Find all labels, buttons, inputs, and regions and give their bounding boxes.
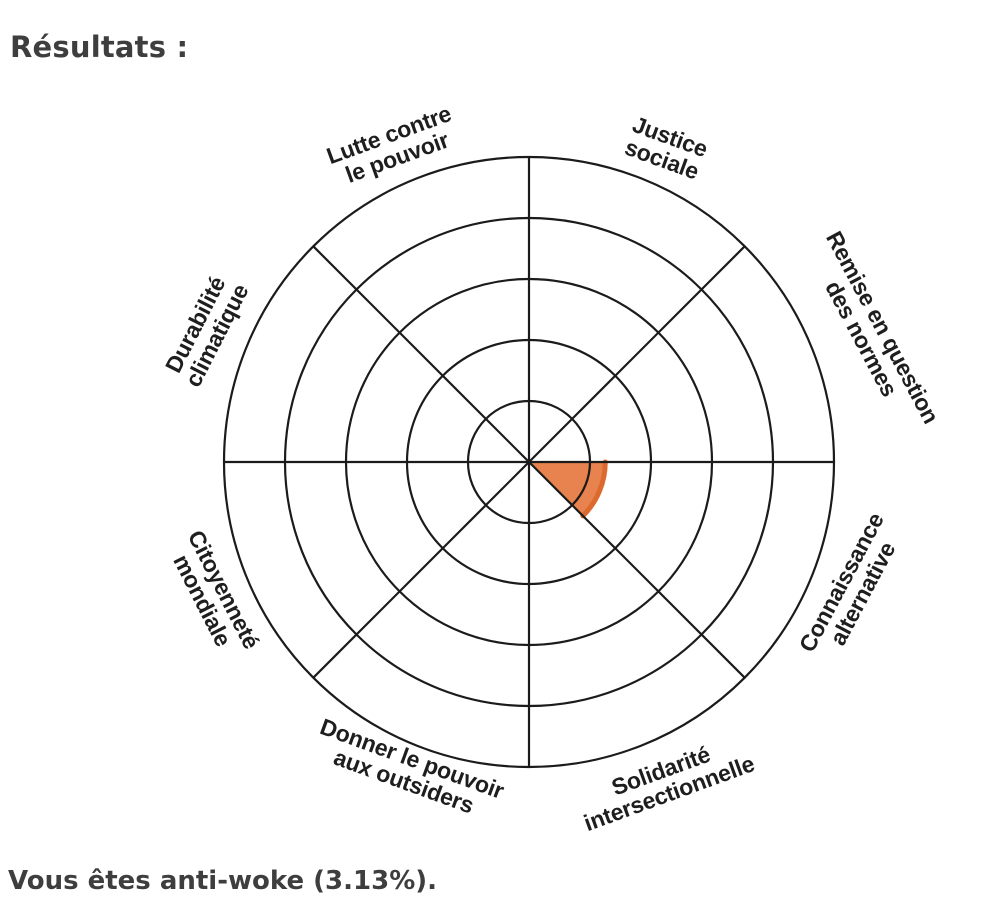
result-text: Vous êtes anti-woke (3.13%). xyxy=(8,866,438,896)
value-wedge xyxy=(529,462,606,516)
value-wedge-arc xyxy=(580,459,608,519)
grid-spoke xyxy=(528,245,746,463)
grid-spoke xyxy=(312,461,530,679)
grid-spoke xyxy=(528,461,746,679)
page-title: Résultats : xyxy=(10,30,189,64)
grid-spoke xyxy=(312,245,530,463)
